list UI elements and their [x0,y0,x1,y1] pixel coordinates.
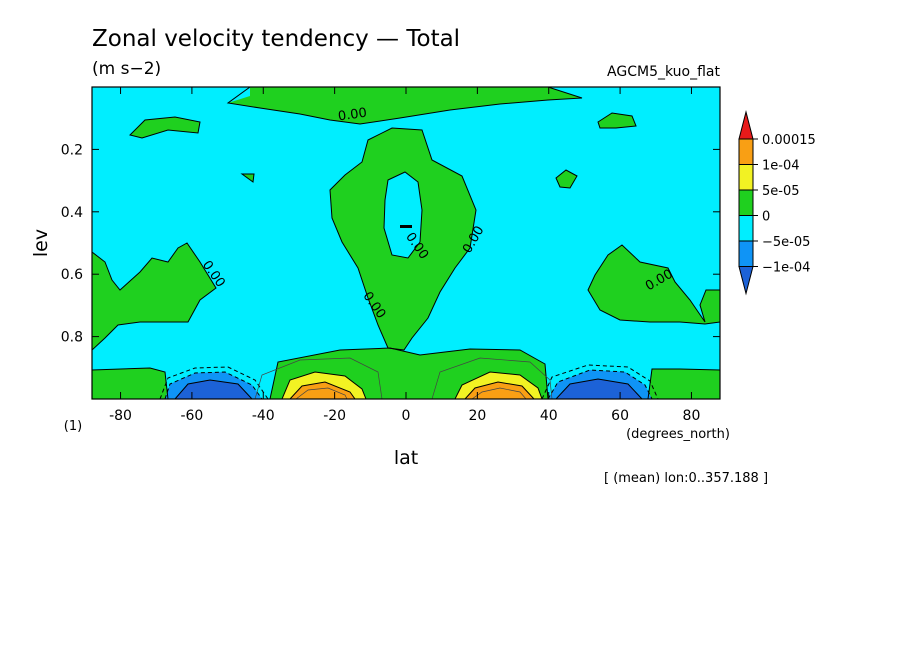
y-tick-label: 0.2 [61,142,83,158]
colorbar-label: −1e-04 [762,261,810,276]
y-tick-label: 0.8 [61,330,83,346]
experiment-label: AGCM5_kuo_flat [607,64,720,80]
colorbar-label: −5e-05 [762,235,810,250]
contour-field [92,87,720,399]
contour-region-top [228,87,582,124]
y-axis: 0.2 0.4 0.6 0.8 [61,142,720,346]
colorbar: 0.00015 1e-04 5e-05 0 −5e-05 −1e-04 [738,110,816,296]
y-axis-units: (1) [64,419,82,434]
inner-contour-lines [254,357,553,399]
x-tick-label: 80 [683,408,701,424]
domain-footnote: [ (mean) lon:0..357.188 ] [604,471,768,486]
colorbar-bottom-arrow [738,266,754,296]
contour-region-west-midlat [92,243,216,350]
y-tick-label: 0.4 [61,205,83,221]
chart-units: (m s−2) [92,59,161,79]
colorbar-band [738,240,754,267]
contour-region-small-e [556,170,577,188]
contour-region-equatorial [330,128,476,350]
contour-lines [92,87,720,399]
x-tick-label: 40 [540,408,558,424]
colorbar-label: 1e-04 [762,159,800,174]
x-tick-label: 60 [611,408,629,424]
y-tick-label: 0.6 [61,267,83,283]
chart-title: Zonal velocity tendency — Total [92,26,460,52]
x-tick-label: -60 [180,408,203,424]
contour-region-surface-sw-core [290,382,355,399]
colorbar-label: 0.00015 [762,133,816,148]
colorbar-band [738,164,754,191]
colorbar-label: 0 [762,210,770,225]
colorbar-label: 5e-05 [762,184,800,199]
contour-region-surface-band [92,348,720,399]
contour-region-east-midlat [588,245,720,324]
x-tick-label: -40 [252,408,275,424]
dashed-contour-lines [159,364,659,399]
colorbar-band [738,138,754,165]
colorbar-top-arrow [738,110,754,140]
y-axis-label: lev [30,229,52,257]
contour-label: 0.00 [337,106,368,125]
x-tick-label: 20 [468,408,486,424]
contour-region-surface-west-core [175,380,252,399]
colorbar-band [738,189,754,216]
x-axis: -80 -60 -40 -20 0 20 40 60 80 [109,87,700,424]
x-tick-label: -80 [109,408,132,424]
contour-region-nw-patch [130,117,200,138]
x-tick-label: 0 [402,408,411,424]
contour-region-ne-patch [598,113,636,128]
x-tick-label: -20 [323,408,346,424]
x-axis-units: (degrees_north) [626,427,730,442]
x-axis-label: lat [394,447,418,469]
colorbar-band [738,215,754,242]
contour-region-center-dot [400,225,412,228]
